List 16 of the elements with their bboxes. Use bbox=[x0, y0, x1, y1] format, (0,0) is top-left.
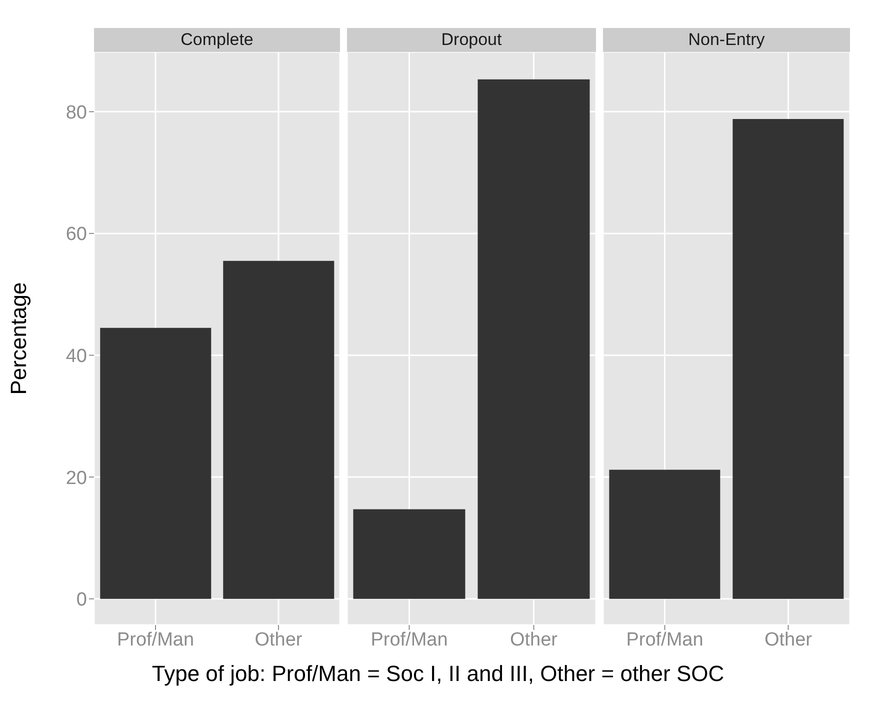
y-tick-label: 60 bbox=[66, 224, 87, 246]
y-tick-label: 80 bbox=[66, 102, 87, 124]
x-tick-label: Other bbox=[510, 629, 558, 650]
chart-title: Non-Entry bbox=[603, 28, 850, 52]
chart-title: Complete bbox=[94, 28, 340, 52]
x-tick-label: Prof/Man bbox=[626, 629, 704, 650]
x-tick-label: Prof/Man bbox=[370, 629, 448, 650]
x-tick-label: Other bbox=[764, 629, 813, 650]
y-axis-title: Percentage bbox=[6, 282, 31, 395]
x-axis-title: Type of job: Prof/Man = Soc I, II and III, Other = other SOC bbox=[150, 661, 726, 687]
chart-title: Dropout bbox=[347, 28, 596, 52]
y-tick-label: 40 bbox=[66, 346, 87, 367]
y-tick-label: 20 bbox=[66, 468, 87, 489]
x-tick-label: Other bbox=[254, 629, 303, 650]
x-tick-label: Prof/Man bbox=[116, 629, 194, 650]
y-tick-label: 0 bbox=[76, 590, 87, 611]
